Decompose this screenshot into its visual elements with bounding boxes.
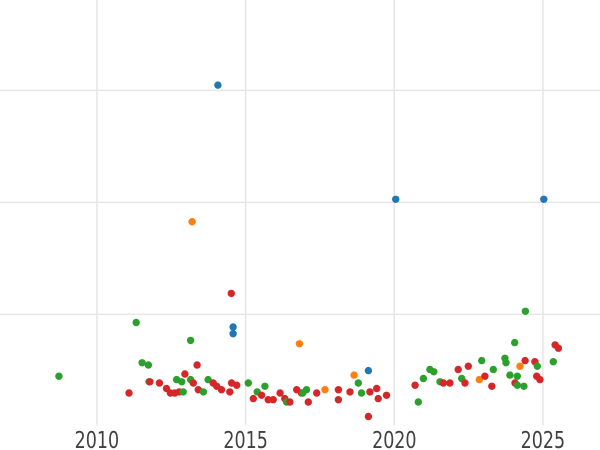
data-point [257, 391, 266, 399]
data-point [430, 368, 438, 376]
data-point [189, 379, 197, 387]
data-point [521, 307, 530, 315]
data-point [269, 396, 277, 404]
data-point [520, 382, 528, 390]
data-point [155, 379, 164, 387]
data-point [506, 371, 514, 379]
data-point [511, 338, 519, 347]
data-point [392, 195, 400, 203]
data-point [366, 388, 374, 396]
data-point [179, 388, 187, 396]
data-point [478, 356, 486, 365]
data-point [350, 371, 358, 379]
data-point [554, 344, 563, 352]
data-point [186, 336, 195, 345]
data-point [461, 379, 469, 387]
data-point [132, 318, 140, 327]
data-point [540, 195, 548, 203]
data-point [414, 398, 422, 406]
x-tick-label: 2015 [223, 427, 267, 450]
data-point [276, 389, 284, 397]
data-point [244, 379, 252, 387]
data-point [138, 359, 146, 367]
data-point [489, 365, 497, 374]
x-tick-label: 2025 [521, 427, 565, 450]
data-point [286, 398, 294, 406]
data-point [446, 379, 454, 387]
data-point [464, 362, 472, 370]
data-point [321, 386, 329, 394]
data-point [521, 356, 529, 365]
data-point [227, 289, 235, 298]
data-point [374, 394, 382, 403]
data-point [146, 378, 154, 386]
data-point [217, 386, 226, 394]
data-point [226, 388, 234, 396]
data-point [536, 375, 544, 384]
data-point [181, 370, 189, 378]
data-point [488, 382, 496, 390]
data-point [357, 389, 366, 397]
data-point [364, 412, 373, 421]
data-point [178, 378, 186, 386]
data-point [419, 374, 428, 383]
data-point [354, 379, 362, 387]
x-tick-label: 2020 [372, 427, 416, 450]
data-point [233, 381, 241, 389]
data-point [313, 389, 321, 397]
data-point [346, 388, 354, 396]
data-point [502, 359, 510, 367]
data-point [229, 323, 237, 331]
x-tick-label: 2010 [75, 427, 119, 450]
data-point [125, 389, 133, 397]
data-point [411, 381, 419, 389]
data-point [382, 391, 391, 399]
data-point [516, 362, 524, 370]
data-point [214, 81, 222, 89]
data-point [229, 330, 237, 338]
data-point [334, 386, 343, 394]
data-point [481, 372, 489, 380]
data-point [261, 382, 269, 390]
data-point [144, 361, 153, 369]
data-point [439, 379, 447, 387]
data-point [475, 375, 483, 384]
data-point [193, 361, 201, 369]
data-point [302, 386, 311, 394]
data-point [55, 372, 63, 380]
data-point [334, 396, 343, 404]
data-point [249, 394, 257, 403]
data-point [295, 340, 304, 348]
data-point [188, 218, 196, 226]
data-point [364, 366, 373, 375]
data-point [513, 372, 521, 380]
data-point [304, 398, 312, 406]
data-point [533, 362, 541, 370]
data-point [199, 388, 208, 396]
data-point [373, 384, 381, 393]
data-point [549, 358, 557, 366]
data-point [513, 381, 521, 389]
data-point [454, 365, 462, 374]
